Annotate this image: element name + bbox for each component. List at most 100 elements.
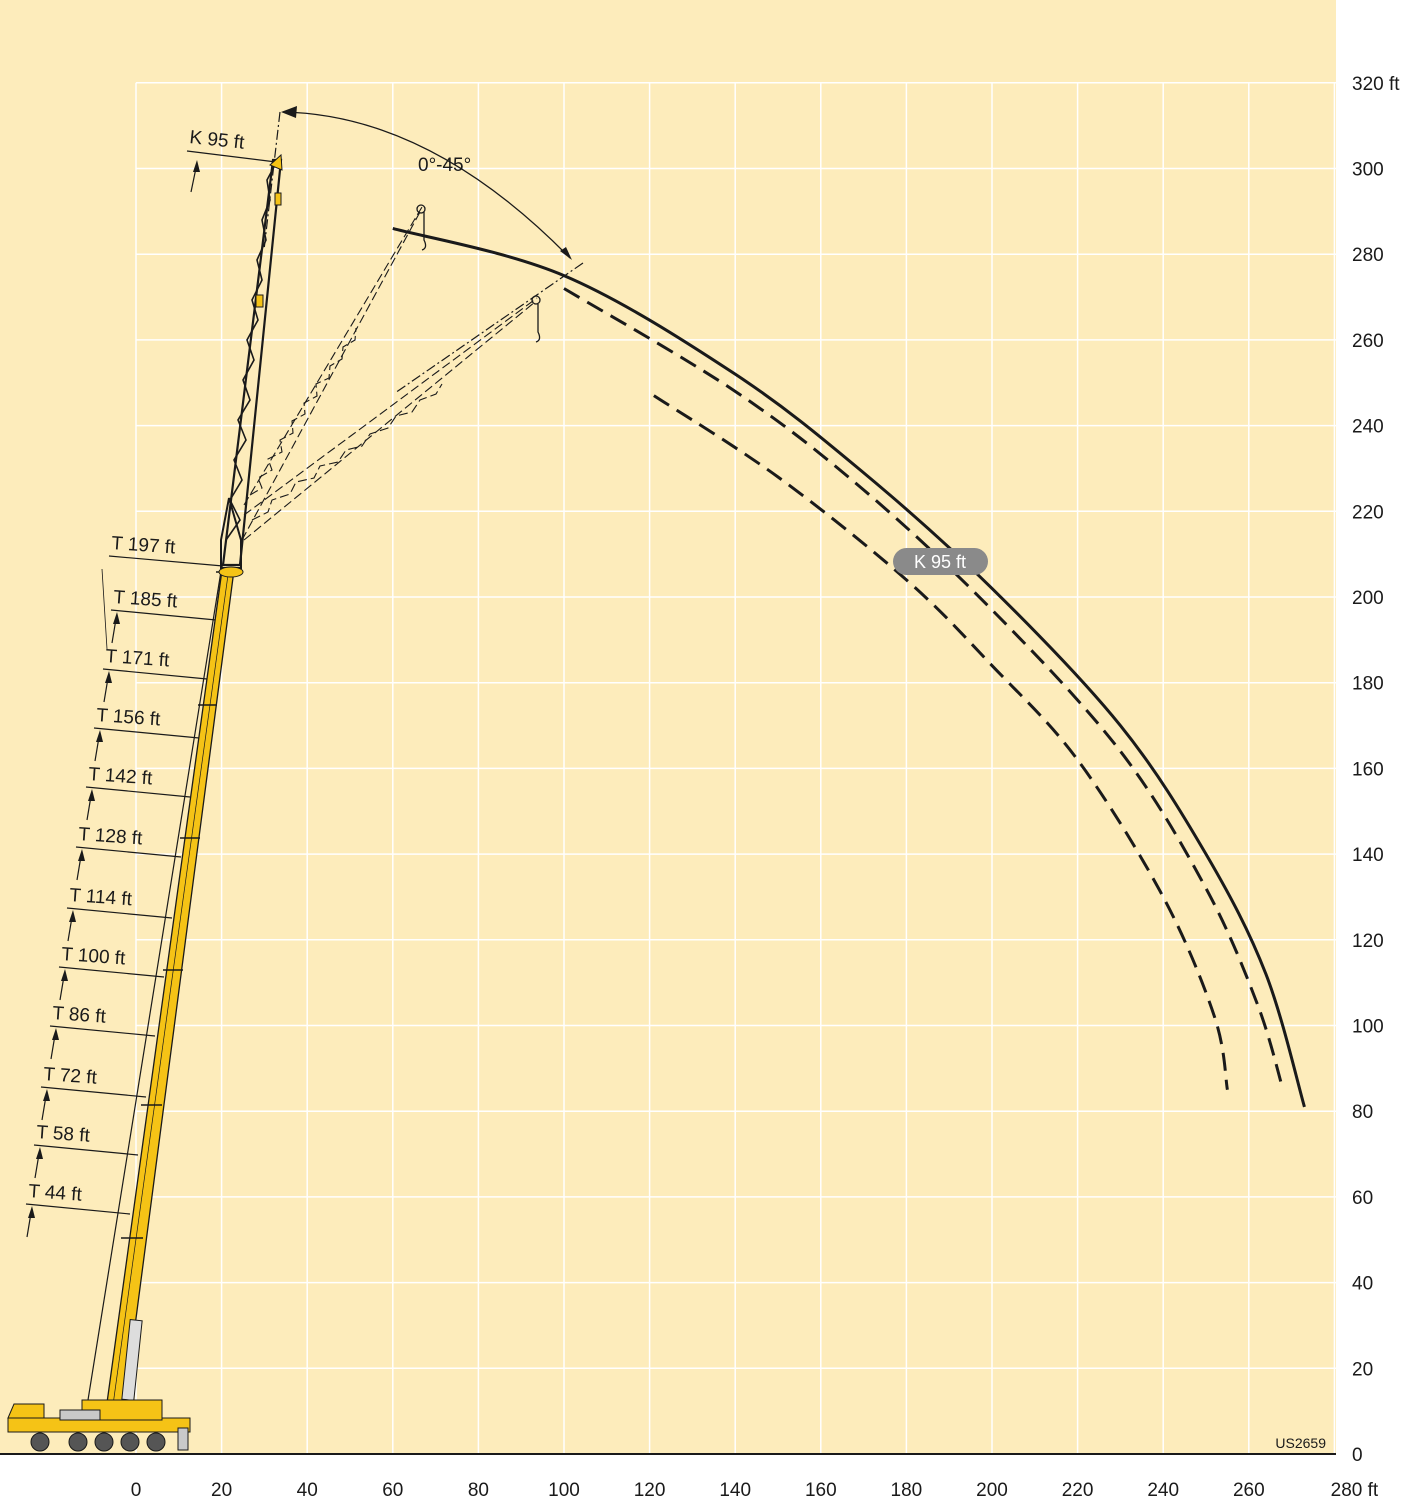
boom-label-group: T 114 ft	[66, 885, 173, 942]
boom-label-leader	[93, 727, 200, 739]
drawing-code: US2659	[1275, 1435, 1326, 1451]
y-tick-label: 260	[1352, 331, 1384, 352]
boom-label-group: T 86 ft	[49, 1003, 156, 1060]
pill-shape	[893, 548, 988, 575]
x-tick-label: 20	[211, 1480, 232, 1501]
boom-guy-line	[87, 564, 223, 1401]
y-tick-label: 200	[1352, 588, 1384, 609]
x-tick-label: 280 ft	[1331, 1480, 1379, 1501]
y-tick-label: 240	[1352, 417, 1384, 438]
boom-label-group: T 156 ft	[93, 705, 200, 762]
y-tick-label: 0	[1352, 1445, 1363, 1466]
boom-label-arrowhead	[96, 730, 103, 742]
jib-mast-yellow	[255, 294, 264, 308]
jib-position-mid-bottom	[241, 211, 421, 541]
boom-label-arrowhead	[61, 969, 68, 981]
boom-label-leader	[66, 907, 173, 919]
boom-label-group: T 171 ft	[102, 646, 208, 703]
jib-lattice-bracing	[225, 164, 276, 541]
x-tick-label: 220	[1062, 1480, 1094, 1501]
boom-label-arrowhead	[88, 789, 95, 801]
wheel-5	[146, 1432, 166, 1452]
wheel-2	[68, 1432, 88, 1452]
boom-label-group: T 100 ft	[58, 944, 165, 1001]
y-tick-label: 280	[1352, 245, 1384, 266]
y-tick-label: 220	[1352, 502, 1384, 523]
x-tick-label: 0	[131, 1480, 142, 1501]
jib-lattice-mid	[249, 327, 357, 496]
luffing-jib-positions	[241, 206, 538, 541]
jib-position-low-top	[243, 297, 538, 516]
boom-label-arrowhead	[52, 1028, 59, 1040]
boom-label-arrowhead	[78, 849, 85, 861]
y-tick-label: 160	[1352, 759, 1384, 780]
pill-label: K 95 ft	[914, 552, 966, 572]
boom-label-arrowhead	[113, 612, 120, 624]
x-tick-label: 120	[634, 1480, 666, 1501]
wheel-3	[94, 1432, 114, 1452]
y-tick-label: 120	[1352, 931, 1384, 952]
boom-length-label: T 142 ft	[88, 764, 154, 789]
x-axis-ticks: 0 20 40 60 80 100 120 140 160 180 200 220 240 260 280 …	[131, 1480, 1379, 1501]
boom-label-arrowhead	[69, 910, 76, 922]
y-tick-label: 20	[1352, 1359, 1373, 1380]
x-tick-label: 60	[382, 1480, 403, 1501]
boom-label-arrowhead	[36, 1147, 43, 1159]
boom-label-leader	[108, 555, 224, 567]
boom-length-label: T 156 ft	[96, 705, 162, 730]
angle-arc	[282, 111, 571, 259]
range-curves	[392, 227, 1306, 1108]
boom-length-label: T 171 ft	[105, 646, 171, 671]
x-tick-label: 160	[805, 1480, 837, 1501]
jib-tip-sheave-mid	[416, 204, 426, 214]
jib-label-arrowhead	[193, 160, 200, 172]
y-axis-ticks: 0 20 40 60 80 100 120 140 160 180 200 220 240 260 280 3…	[1352, 74, 1400, 1466]
x-tick-label: 80	[468, 1480, 489, 1501]
boom-length-label: T 58 ft	[36, 1122, 92, 1147]
boom-label-group: T 142 ft	[85, 764, 191, 821]
boom-head-sheave	[218, 566, 244, 578]
k95-pill: K 95 ft	[893, 548, 988, 575]
x-tick-label: 100	[548, 1480, 580, 1501]
boom-length-label: T 100 ft	[61, 944, 127, 969]
boom-label-leader	[49, 1025, 156, 1037]
carrier-cab	[7, 1403, 45, 1419]
boom-label-leader	[58, 966, 165, 978]
y-tick-label: 80	[1352, 1102, 1373, 1123]
jib-frame-a	[220, 497, 242, 569]
x-tick-label: 200	[976, 1480, 1008, 1501]
x-tick-label: 260	[1233, 1480, 1265, 1501]
y-tick-label: 180	[1352, 674, 1384, 695]
boom-length-label: T 114 ft	[69, 885, 134, 910]
y-tick-label: 100	[1352, 1017, 1384, 1038]
crane-carrier	[7, 1399, 191, 1452]
boom-length-label: T 185 ft	[113, 587, 179, 612]
jib-hooks	[416, 204, 541, 343]
wheel-4	[120, 1432, 140, 1452]
boom-label-group: T 58 ft	[33, 1122, 139, 1179]
y-tick-label: 300	[1352, 160, 1384, 181]
boom-label-arrow-shaft	[101, 568, 108, 650]
curve-dashed-inner	[653, 394, 1229, 1091]
chart-background	[0, 0, 1336, 1455]
arc-arrow-right	[560, 247, 572, 260]
boom-length-label: T 86 ft	[52, 1003, 108, 1028]
curve-dashed-outer	[563, 287, 1285, 1091]
boom-label-leader	[40, 1086, 147, 1098]
hook-mid	[421, 212, 427, 251]
boom-label-leader	[110, 609, 217, 621]
vertical-reference-line	[263, 111, 281, 251]
angle-reference-line	[394, 262, 584, 394]
boom-label-leader	[25, 1203, 131, 1215]
jib-length-label: K 95 ft	[186, 127, 277, 193]
hook-low	[535, 304, 541, 343]
boom-label-group: T 44 ft	[25, 1181, 131, 1238]
outrigger-box	[59, 1409, 101, 1421]
boom-label-leader	[85, 786, 191, 798]
jib-position-low-bottom	[243, 301, 536, 541]
arc-arrow-left	[281, 106, 297, 118]
x-tick-label: 140	[719, 1480, 751, 1501]
boom-length-label: T 128 ft	[78, 824, 144, 849]
boom-label-group: T 128 ft	[75, 824, 182, 881]
boom-length-label: T 72 ft	[43, 1064, 99, 1089]
